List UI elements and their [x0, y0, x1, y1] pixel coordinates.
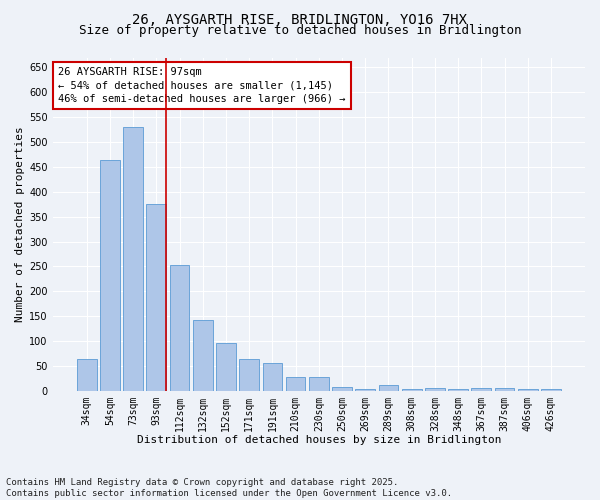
Bar [193, 320, 212, 390]
Bar [472, 388, 491, 390]
Bar [239, 360, 259, 390]
Bar [100, 160, 120, 390]
Bar [286, 378, 305, 390]
Text: Size of property relative to detached houses in Bridlington: Size of property relative to detached ho… [79, 24, 521, 37]
Text: 26, AYSGARTH RISE, BRIDLINGTON, YO16 7HX: 26, AYSGARTH RISE, BRIDLINGTON, YO16 7HX [133, 12, 467, 26]
Bar [146, 204, 166, 390]
Bar [518, 389, 538, 390]
X-axis label: Distribution of detached houses by size in Bridlington: Distribution of detached houses by size … [137, 435, 501, 445]
Bar [425, 388, 445, 390]
Text: 26 AYSGARTH RISE: 97sqm
← 54% of detached houses are smaller (1,145)
46% of semi: 26 AYSGARTH RISE: 97sqm ← 54% of detache… [58, 68, 346, 104]
Bar [355, 389, 375, 390]
Bar [332, 386, 352, 390]
Bar [77, 360, 97, 390]
Bar [263, 364, 282, 390]
Bar [309, 378, 329, 390]
Bar [379, 386, 398, 390]
Y-axis label: Number of detached properties: Number of detached properties [15, 126, 25, 322]
Bar [402, 389, 422, 390]
Bar [541, 389, 561, 390]
Bar [216, 344, 236, 390]
Bar [494, 388, 514, 390]
Bar [123, 127, 143, 390]
Text: Contains HM Land Registry data © Crown copyright and database right 2025.
Contai: Contains HM Land Registry data © Crown c… [6, 478, 452, 498]
Bar [448, 389, 468, 390]
Bar [170, 266, 190, 390]
